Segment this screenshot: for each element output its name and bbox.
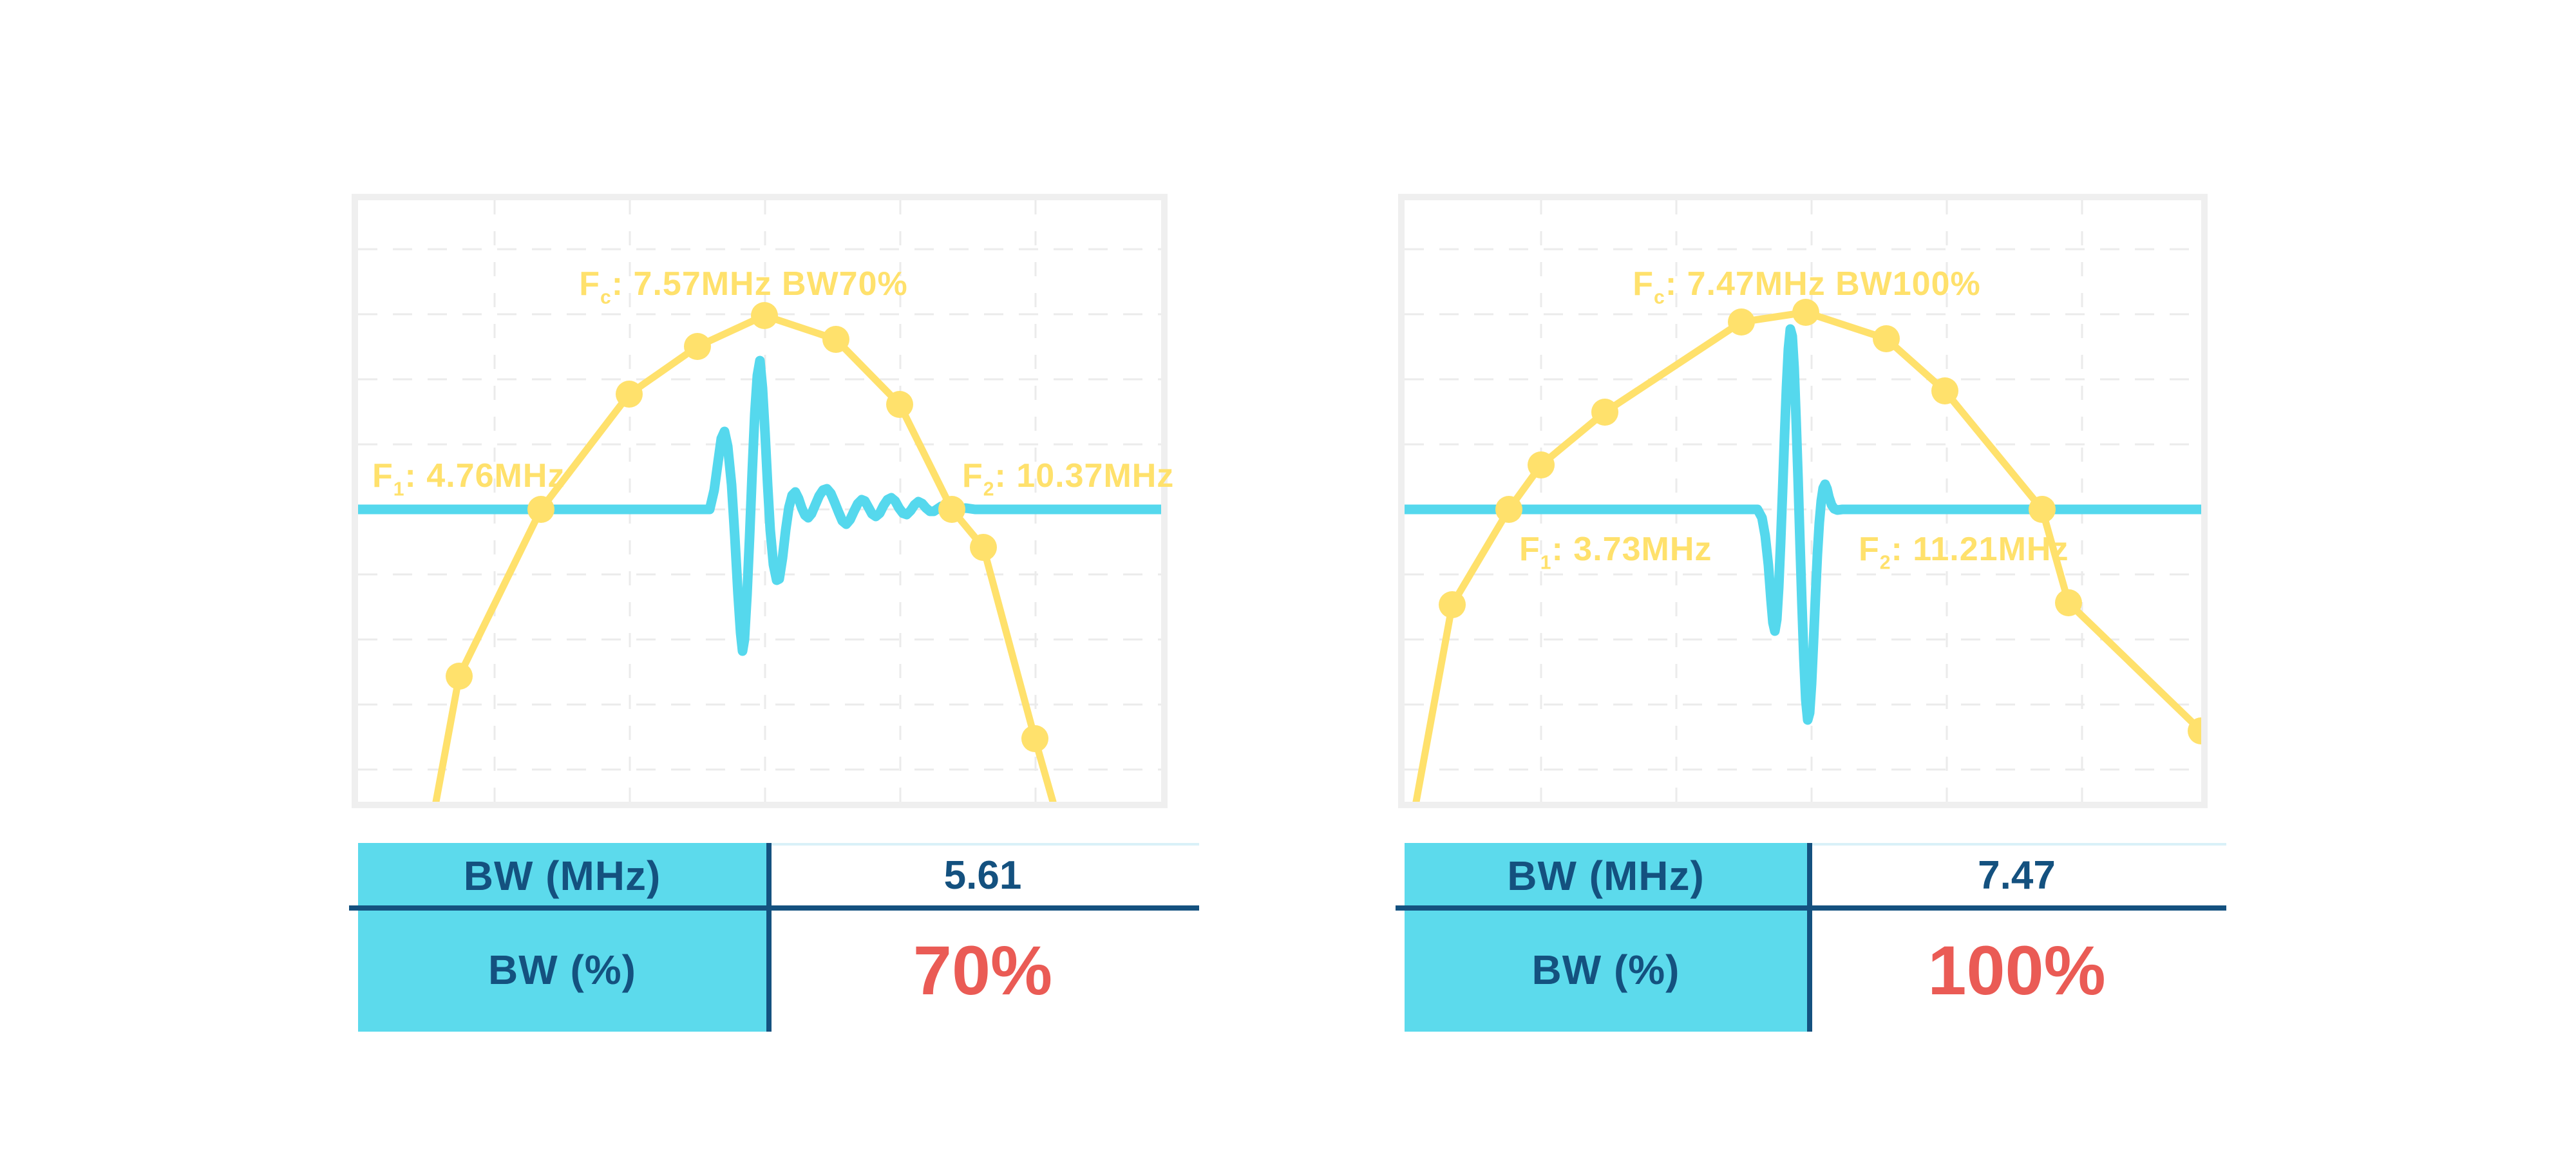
fc-symbol: F — [579, 265, 600, 303]
f1-symbol: F — [1519, 531, 1540, 568]
left-bw-table: BW (MHz) 5.61 BW (%) 70% — [349, 843, 1199, 1032]
right-bw-table: BW (MHz) 7.47 BW (%) 100% — [1396, 843, 2226, 1032]
fc-value: : 7.47MHz BW100% — [1665, 265, 1981, 303]
f1-symbol: F — [372, 457, 393, 495]
left-f2-annotation: F2: 10.37MHz — [962, 457, 1174, 501]
bw-mhz-value-cell: 5.61 — [943, 853, 1022, 898]
fc-subscript: c — [1654, 287, 1665, 308]
f2-value: : 10.37MHz — [994, 457, 1175, 495]
right-chart-plot — [1405, 200, 2201, 802]
right-f1-annotation: F1: 3.73MHz — [1519, 530, 1712, 574]
table-vertical-divider — [766, 843, 772, 1032]
bw-pct-value-cell: 70% — [913, 931, 1053, 1009]
bw-pct-label-cell: BW (%) — [358, 908, 766, 1032]
f1-value: : 4.76MHz — [404, 457, 565, 495]
table-vertical-divider — [1807, 843, 1812, 1032]
bw-mhz-value-cell: 7.47 — [1978, 853, 2056, 898]
left-fc-annotation: Fc: 7.57MHz BW70% — [342, 265, 1145, 309]
f2-subscript: 2 — [983, 478, 995, 500]
table-row: BW (%) 100% — [1405, 908, 2226, 1032]
table-row: BW (MHz) 7.47 — [1405, 843, 2226, 908]
value-column-top-line — [1812, 843, 2226, 846]
fc-symbol: F — [1633, 265, 1654, 303]
table-horizontal-divider — [349, 905, 1199, 911]
f1-subscript: 1 — [1540, 552, 1552, 574]
table-horizontal-divider — [1396, 905, 2226, 911]
fc-value: : 7.57MHz BW70% — [611, 265, 908, 303]
bw-pct-value-cell: 100% — [1927, 931, 2106, 1009]
fc-subscript: c — [600, 287, 612, 308]
bw-pct-label-cell: BW (%) — [1405, 908, 1807, 1032]
right-f2-annotation: F2: 11.21MHz — [1859, 530, 2069, 574]
f2-symbol: F — [1859, 531, 1880, 568]
bw-mhz-label-cell: BW (MHz) — [358, 843, 766, 908]
value-column-top-line — [772, 843, 1199, 846]
left-f1-annotation: F1: 4.76MHz — [372, 457, 565, 501]
f1-subscript: 1 — [393, 478, 405, 500]
bw-mhz-label-cell: BW (MHz) — [1405, 843, 1807, 908]
f2-subscript: 2 — [1879, 552, 1891, 574]
table-row: BW (MHz) 5.61 — [358, 843, 1199, 908]
f2-value: : 11.21MHz — [1891, 531, 2069, 568]
left-chart-plot — [358, 200, 1161, 802]
left-bandwidth-chart: Fc: 7.57MHz BW70% F1: 4.76MHz F2: 10.37M… — [352, 194, 1173, 808]
table-row: BW (%) 70% — [358, 908, 1199, 1032]
right-bandwidth-chart: Fc: 7.47MHz BW100% F1: 3.73MHz F2: 11.21… — [1398, 194, 2208, 808]
f2-symbol: F — [962, 457, 983, 495]
f1-value: : 3.73MHz — [1551, 531, 1712, 568]
right-fc-annotation: Fc: 7.47MHz BW100% — [1408, 265, 2205, 309]
